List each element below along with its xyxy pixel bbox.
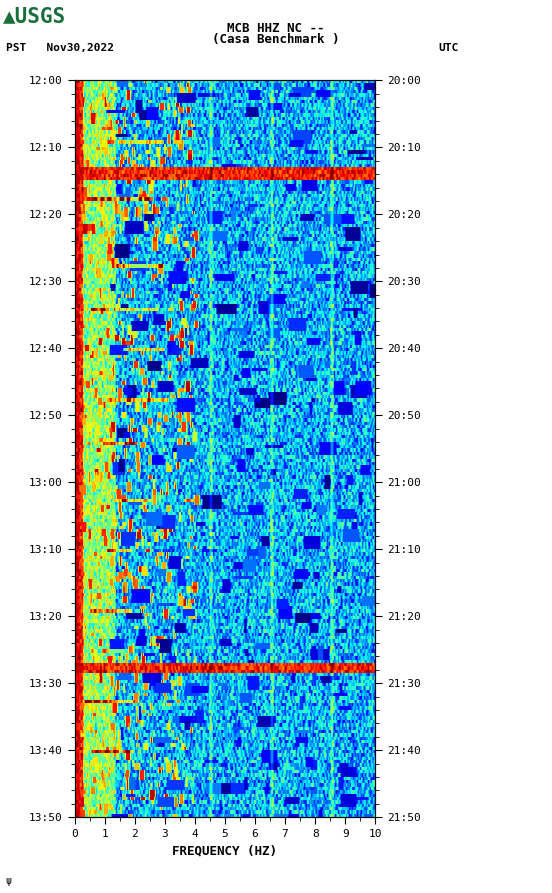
Text: UTC: UTC <box>439 43 459 53</box>
X-axis label: FREQUENCY (HZ): FREQUENCY (HZ) <box>172 845 278 857</box>
Text: ▲USGS: ▲USGS <box>3 6 66 26</box>
Text: MCB HHZ NC --: MCB HHZ NC -- <box>227 22 325 36</box>
Text: PST   Nov30,2022: PST Nov30,2022 <box>6 43 114 53</box>
Text: ψ: ψ <box>6 876 12 886</box>
Text: (Casa Benchmark ): (Casa Benchmark ) <box>213 33 339 46</box>
